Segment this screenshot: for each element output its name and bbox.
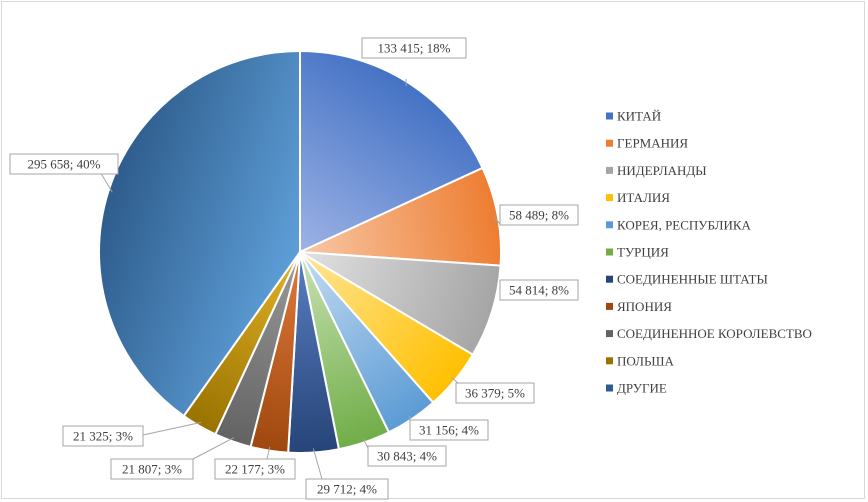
data-label: 36 379; 5% xyxy=(465,386,525,401)
data-label: 21 807; 3% xyxy=(122,462,182,477)
leader-line xyxy=(142,421,202,436)
legend-label: СОЕДИНЕННЫЕ ШТАТЫ xyxy=(617,272,768,287)
data-label-box xyxy=(499,279,579,301)
leader-line xyxy=(362,438,369,449)
data-label-box xyxy=(499,204,579,226)
data-label: 54 814; 8% xyxy=(509,283,569,298)
legend-swatch xyxy=(606,139,613,147)
data-label-box xyxy=(455,382,535,404)
pie-slice xyxy=(299,166,502,267)
data-label: 133 415; 18% xyxy=(378,41,451,56)
leader-line xyxy=(493,216,501,225)
legend-label: ГЕРМАНИЯ xyxy=(617,136,688,151)
pie-slice xyxy=(98,49,301,418)
leader-line xyxy=(312,448,323,480)
legend-swatch xyxy=(606,275,613,283)
data-label-box xyxy=(62,425,144,447)
legend-swatch xyxy=(606,330,613,338)
data-label-box xyxy=(305,478,389,500)
leader-line xyxy=(487,305,491,311)
data-label: 22 177; 3% xyxy=(225,462,285,477)
data-label: 29 712; 4% xyxy=(317,482,377,497)
legend-label: ЯПОНИЯ xyxy=(617,299,672,314)
legend-label: НИДЕРЛАНДЫ xyxy=(617,163,707,178)
legend-swatch xyxy=(606,302,613,310)
data-label-box xyxy=(9,153,119,175)
leader-lines xyxy=(95,78,501,480)
legend-swatch xyxy=(606,384,613,392)
legend-swatch xyxy=(606,194,613,202)
data-label-box xyxy=(409,419,489,441)
data-label-box xyxy=(110,458,194,480)
leader-line xyxy=(266,446,271,460)
legend-swatch xyxy=(606,221,613,229)
legend-label: ПОЛЬША xyxy=(617,353,675,368)
data-label-box xyxy=(361,37,467,59)
pie-slices xyxy=(98,49,502,454)
legend-label: КОРЕЯ, РЕСПУБЛИКА xyxy=(617,217,752,232)
data-label-box xyxy=(214,458,296,480)
leader-line xyxy=(192,437,235,460)
data-label: 295 658; 40% xyxy=(28,157,101,172)
data-label: 31 156; 4% xyxy=(419,423,479,438)
data-label: 58 489; 8% xyxy=(509,208,569,223)
legend-label: ДРУГИЕ xyxy=(617,381,667,396)
legend: КИТАЙ ГЕРМАНИЯ НИДЕРЛАНДЫ ИТАЛИЯ КОРЕЯ, РЕСП… xyxy=(606,109,812,396)
legend-swatch xyxy=(606,248,613,256)
legend-swatch xyxy=(606,112,613,120)
legend-swatch xyxy=(606,357,613,365)
legend-label: ТУРЦИЯ xyxy=(617,245,669,260)
pie-slice xyxy=(299,49,484,254)
leader-line xyxy=(451,377,459,384)
legend-label: ИТАЛИЯ xyxy=(617,190,670,205)
legend-label: СОЕДИНЕННОЕ КОРОЛЕВСТВО xyxy=(617,326,812,341)
data-label: 21 325; 3% xyxy=(73,429,133,444)
data-label-box xyxy=(367,445,447,467)
legend-swatch xyxy=(606,166,613,174)
data-label: 30 843; 4% xyxy=(377,449,437,464)
legend-label: КИТАЙ xyxy=(617,109,661,124)
data-labels: 133 415; 18% 58 489; 8% 54 814; 8% 36 379; … xyxy=(9,37,579,500)
